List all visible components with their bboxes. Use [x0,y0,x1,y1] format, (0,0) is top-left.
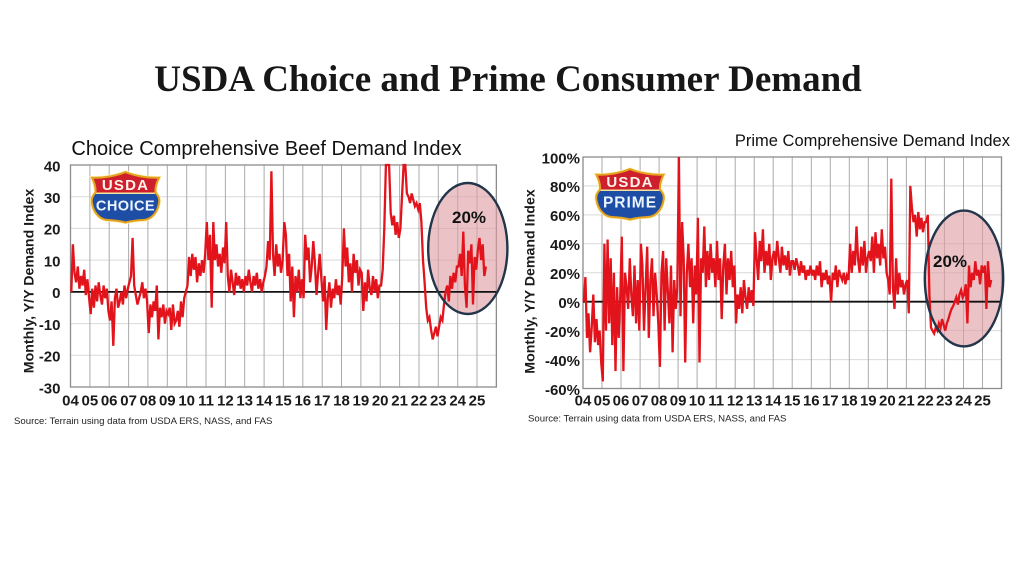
svg-text:20: 20 [372,393,389,410]
svg-text:16: 16 [803,393,820,410]
svg-text:11: 11 [198,393,214,410]
svg-text:20%: 20% [550,266,580,283]
svg-text:05: 05 [594,393,611,410]
svg-text:22: 22 [411,393,428,410]
svg-text:19: 19 [353,393,370,410]
svg-text:0%: 0% [558,295,580,312]
svg-text:-30: -30 [39,380,61,397]
svg-text:100%: 100% [542,150,580,167]
svg-text:10: 10 [44,253,61,270]
svg-text:15: 15 [784,393,801,410]
svg-text:08: 08 [651,393,668,410]
svg-text:24: 24 [955,393,972,410]
svg-text:USDA: USDA [606,174,653,191]
svg-text:24: 24 [449,393,466,410]
svg-text:21: 21 [898,393,915,410]
svg-text:Monthly, Y/Y Demand Index: Monthly, Y/Y Demand Index [22,189,38,374]
svg-text:10: 10 [689,393,706,410]
svg-text:Source: Terrain using data fro: Source: Terrain using data from USDA ERS… [14,416,272,427]
svg-text:USDA Choice and Prime Consumer: USDA Choice and Prime Consumer Demand [154,59,862,100]
svg-text:20%: 20% [452,208,486,227]
svg-text:06: 06 [613,393,630,410]
svg-text:12: 12 [217,393,234,410]
svg-text:30: 30 [44,190,61,207]
svg-text:-20: -20 [39,349,61,366]
svg-text:09: 09 [159,393,176,410]
svg-text:05: 05 [82,393,99,410]
svg-text:Source: Terrain using data fro: Source: Terrain using data from USDA ERS… [528,414,786,425]
svg-text:-20%: -20% [545,324,580,341]
svg-text:07: 07 [120,393,137,410]
svg-text:09: 09 [670,393,687,410]
svg-text:Monthly, Y/Y Demand Index: Monthly, Y/Y Demand Index [523,189,539,374]
svg-text:12: 12 [727,393,744,410]
svg-text:40: 40 [44,158,61,175]
svg-text:07: 07 [632,393,649,410]
svg-text:CHOICE: CHOICE [96,199,155,215]
svg-text:Prime Comprehensive Demand Ind: Prime Comprehensive Demand Index [735,132,1011,150]
svg-text:04: 04 [62,393,79,410]
svg-text:04: 04 [575,393,592,410]
svg-text:PRIME: PRIME [603,195,657,212]
svg-text:22: 22 [917,393,934,410]
svg-text:23: 23 [430,393,447,410]
svg-text:10: 10 [178,393,195,410]
svg-text:80%: 80% [550,179,580,196]
svg-text:13: 13 [236,393,253,410]
svg-text:0: 0 [52,285,60,302]
svg-text:15: 15 [275,393,292,410]
svg-text:20: 20 [44,222,61,239]
svg-text:16: 16 [294,393,311,410]
svg-text:06: 06 [101,393,118,410]
svg-text:17: 17 [314,393,331,410]
svg-text:USDA: USDA [102,177,149,194]
svg-text:14: 14 [765,393,782,410]
svg-text:-10: -10 [39,317,61,334]
svg-text:17: 17 [822,393,839,410]
svg-text:20: 20 [879,393,896,410]
svg-text:-60%: -60% [545,382,580,399]
svg-text:14: 14 [256,393,273,410]
svg-text:20%: 20% [933,252,967,271]
svg-text:18: 18 [333,393,350,410]
svg-text:11: 11 [708,393,724,410]
svg-text:19: 19 [860,393,877,410]
svg-text:40%: 40% [550,237,580,254]
svg-text:Choice Comprehensive Beef Dema: Choice Comprehensive Beef Demand Index [71,138,461,160]
svg-text:08: 08 [140,393,157,410]
svg-text:13: 13 [746,393,763,410]
svg-text:18: 18 [841,393,858,410]
svg-text:25: 25 [469,393,486,410]
svg-text:-40%: -40% [545,353,580,370]
svg-text:23: 23 [936,393,953,410]
svg-text:60%: 60% [550,208,580,225]
svg-text:25: 25 [974,393,991,410]
svg-text:21: 21 [391,393,408,410]
